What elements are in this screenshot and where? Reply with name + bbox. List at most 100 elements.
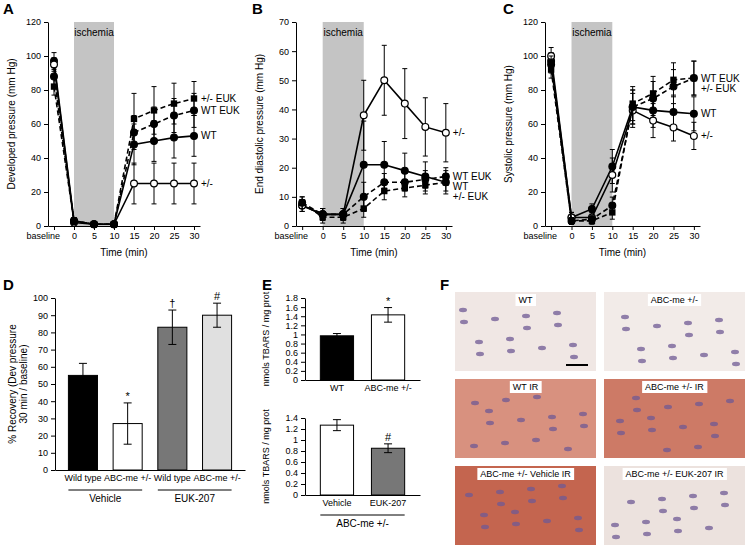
nucleus: [527, 487, 535, 491]
y-tick: 0: [293, 375, 305, 385]
y-tick: 60: [528, 119, 545, 129]
label-background: [477, 468, 574, 480]
y-axis: 00.20.40.60.811.21.41.61.8: [285, 293, 305, 385]
y-tick-mark: [292, 22, 296, 23]
nucleus: [476, 352, 484, 356]
y-tick: 70: [279, 17, 296, 27]
x-tick-label: Wild type: [154, 473, 191, 483]
bar: [68, 375, 97, 470]
error-bar: [320, 209, 325, 221]
nucleus: [674, 529, 682, 533]
y-tick-mark: [44, 22, 48, 23]
x-tick-label: ABC-me +/-: [104, 473, 151, 483]
error-bar: [610, 158, 615, 192]
marker: [589, 218, 595, 224]
nucleus: [627, 500, 635, 504]
series-label: WT: [701, 108, 717, 119]
y-tick-label: 80: [38, 328, 48, 338]
y-tick-label: 0.4: [285, 357, 298, 367]
y-tick: 0.2: [285, 479, 305, 489]
x-tick: 0: [570, 226, 575, 241]
x-tick-label: 5: [92, 231, 97, 241]
marker: [91, 221, 98, 228]
nucleus: [664, 405, 672, 409]
marker: [91, 221, 98, 228]
marker: [361, 205, 367, 211]
x-tick: 5: [341, 226, 346, 241]
y-axis-line: [545, 23, 546, 227]
error-bar: [152, 163, 157, 204]
y-tick: 1: [293, 330, 305, 340]
y-tick: 60: [279, 47, 296, 57]
x-tick-mark: [633, 226, 634, 230]
x-tick: EUK-207: [370, 495, 407, 508]
x-tick-label: baseline: [275, 231, 309, 241]
marker: [690, 133, 697, 140]
error-bar: [341, 209, 346, 221]
x-tick-label: 20: [649, 231, 659, 241]
plot-marks: [68, 303, 231, 470]
y-tick-label: 120: [26, 17, 41, 27]
y-tick-label: 0.6: [285, 457, 298, 467]
y-tick-label: 1: [293, 435, 298, 445]
y-tick-label: 60: [279, 47, 289, 57]
ischemia-band: [572, 22, 613, 226]
series-line: [54, 76, 194, 224]
marker: [319, 214, 325, 220]
nucleus: [673, 517, 681, 521]
series-line: [551, 65, 694, 221]
nucleus: [538, 346, 546, 350]
y-tick-mark: [541, 90, 545, 91]
panel-letter: C: [503, 0, 514, 17]
marker: [171, 180, 178, 187]
marker: [650, 90, 656, 96]
x-tick: Vehicle: [322, 495, 351, 508]
series-label: +/- EUK: [453, 191, 489, 202]
y-tick-mark: [541, 56, 545, 57]
y-tick-mark: [541, 22, 545, 23]
x-tick-mark: [194, 226, 195, 230]
error-bar: [671, 63, 676, 97]
error-bar: [569, 218, 574, 225]
y-tick-label: 1.4: [285, 312, 298, 322]
x-tick-mark: [694, 226, 695, 230]
error-bar: [651, 76, 656, 110]
y-tick: 50: [279, 76, 296, 86]
y-tick: 20: [528, 187, 545, 197]
marker: [151, 107, 157, 113]
x-tick-mark: [343, 226, 344, 230]
y-tick-label: 1: [293, 330, 298, 340]
x-axis-line: [546, 226, 701, 227]
group-label: ABC-me +/-: [336, 518, 389, 529]
x-tick: 15: [129, 226, 139, 241]
y-tick: 0: [284, 221, 296, 231]
y-tick-mark: [51, 453, 55, 454]
nucleus: [711, 434, 719, 438]
y-tick-label: 100: [523, 51, 538, 61]
series-label: +/- EUK: [701, 83, 737, 94]
x-tick: 20: [649, 226, 659, 241]
marker: [609, 172, 616, 179]
marker: [299, 199, 306, 206]
y-tick-mark: [301, 418, 305, 419]
x-tick-mark: [54, 226, 55, 230]
y-axis: 020406080100120: [26, 17, 49, 231]
x-tick: 20: [400, 226, 410, 241]
bar: [371, 448, 404, 495]
error-bar: [691, 122, 696, 149]
x-tick-mark: [302, 226, 303, 230]
y-tick: 0.8: [285, 446, 305, 456]
y-tick-label: 0.2: [285, 479, 298, 489]
marker: [71, 218, 77, 224]
y-tick-label: 60: [31, 119, 41, 129]
x-tick: 25: [421, 226, 431, 241]
y-tick: 50: [38, 379, 55, 389]
nucleus: [689, 494, 697, 498]
y-tick-mark: [301, 362, 305, 363]
series-line: [54, 87, 194, 225]
series-line: [302, 165, 446, 215]
error-bar: [423, 98, 428, 156]
marker: [111, 221, 118, 228]
x-tick: 5: [92, 226, 97, 241]
group-label: EUK-207: [174, 493, 215, 504]
